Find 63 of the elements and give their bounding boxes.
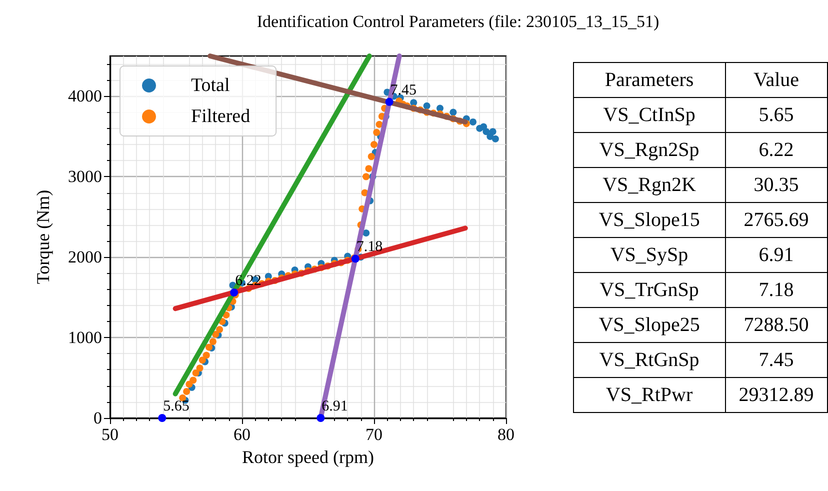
text: VS_Rgn2Sp xyxy=(574,132,726,168)
legend-label: Filtered xyxy=(191,106,251,127)
text: Value xyxy=(725,62,828,98)
point xyxy=(216,326,224,334)
y-tick-label: 3000 xyxy=(68,167,102,186)
point xyxy=(202,352,210,359)
point xyxy=(230,288,238,297)
text: 7.18 xyxy=(725,272,828,308)
point xyxy=(385,98,394,106)
y-tick-label: 2000 xyxy=(68,248,102,267)
point xyxy=(370,140,378,148)
point xyxy=(492,135,499,142)
point xyxy=(373,128,380,136)
y-tick-label: 0 xyxy=(94,408,102,428)
text: VS_RtGnSp xyxy=(574,342,726,378)
point xyxy=(192,369,200,376)
y-tick-label: 4000 xyxy=(68,86,102,106)
point xyxy=(423,102,430,110)
point xyxy=(158,414,166,422)
point xyxy=(198,356,206,364)
text: 6.91 xyxy=(725,238,828,272)
point xyxy=(365,165,372,172)
y-tick-label: 1000 xyxy=(68,328,102,348)
point xyxy=(470,118,476,126)
chart-title: Identification Control Parameters (file: 230105_13_15_51) xyxy=(256,12,660,31)
point xyxy=(368,153,375,160)
annotation: 6.22 xyxy=(235,273,262,290)
text: 30.35 xyxy=(725,168,828,202)
point xyxy=(209,338,216,346)
text: Parameters xyxy=(574,62,726,98)
x-tick-label: 80 xyxy=(498,425,514,444)
text: 2765.69 xyxy=(725,202,828,238)
point xyxy=(212,330,220,338)
text: VS_Slope15 xyxy=(574,202,726,238)
text: VS_RtPwr xyxy=(574,378,726,412)
point xyxy=(410,99,418,106)
point xyxy=(489,128,496,136)
point xyxy=(190,376,197,384)
x-tick-label: 60 xyxy=(234,425,250,444)
point xyxy=(316,414,325,422)
point xyxy=(196,364,204,372)
point xyxy=(480,123,488,130)
point xyxy=(362,229,370,236)
text: VS_CtInSp xyxy=(574,98,726,132)
text: VS_Slope25 xyxy=(574,308,726,342)
text: 29312.89 xyxy=(725,378,828,412)
text: VS_TrGnSp xyxy=(574,272,726,308)
x-tick-label: 70 xyxy=(366,425,382,444)
x-tick-label: 50 xyxy=(102,425,118,444)
text: VS_Rgn2K xyxy=(574,168,726,202)
x-axis-title: Rotor speed (rpm) xyxy=(242,447,374,467)
legend-label: Total xyxy=(191,75,230,96)
point xyxy=(183,388,190,395)
point xyxy=(450,108,457,116)
annotation: 5.65 xyxy=(163,398,190,414)
text: 7.45 xyxy=(725,342,828,378)
y-axis-title: Torque (Nm) xyxy=(33,190,53,284)
text: 7288.50 xyxy=(725,308,828,342)
point xyxy=(362,173,370,180)
text: 5.65 xyxy=(725,98,828,132)
point xyxy=(206,344,212,351)
text: VS_SySp xyxy=(574,238,726,272)
text: 6.22 xyxy=(725,132,828,168)
